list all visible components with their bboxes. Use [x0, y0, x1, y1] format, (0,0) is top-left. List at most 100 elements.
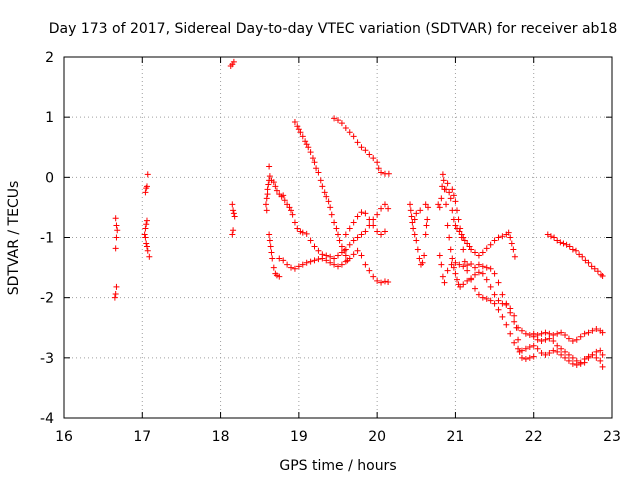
series-track-19.6	[342, 209, 388, 238]
data-point	[550, 337, 557, 344]
data-point	[268, 249, 275, 256]
data-point	[547, 233, 554, 240]
data-point	[350, 219, 357, 226]
data-point	[319, 183, 326, 190]
data-point	[338, 120, 345, 127]
data-point	[335, 252, 341, 259]
data-point	[276, 273, 283, 280]
data-point	[472, 249, 478, 256]
data-point	[522, 345, 529, 352]
data-point	[229, 231, 236, 238]
data-point	[530, 353, 537, 360]
data-point	[487, 283, 494, 290]
data-point	[358, 231, 365, 238]
data-point	[446, 189, 453, 196]
data-point	[303, 230, 310, 237]
data-point	[573, 362, 580, 369]
data-point	[331, 255, 338, 262]
data-point	[508, 240, 515, 247]
data-point	[542, 351, 549, 358]
data-point	[381, 201, 388, 208]
data-point	[438, 261, 445, 268]
data-point	[335, 117, 341, 124]
data-point	[317, 177, 324, 184]
data-point	[321, 189, 328, 196]
data-point	[378, 169, 385, 176]
data-point	[453, 207, 460, 214]
data-point	[491, 300, 498, 307]
y-tick-label: -3	[40, 351, 54, 367]
data-point	[335, 231, 341, 238]
data-point	[599, 273, 606, 280]
data-point	[452, 198, 459, 205]
data-point	[342, 124, 349, 131]
data-point	[267, 243, 274, 250]
data-point	[331, 261, 338, 268]
data-point	[511, 312, 518, 319]
data-point	[333, 225, 340, 232]
data-point	[358, 209, 365, 216]
data-point	[141, 231, 148, 238]
data-point	[468, 246, 475, 253]
data-point	[281, 197, 288, 204]
data-point	[378, 231, 385, 238]
data-point	[534, 345, 541, 352]
data-point	[143, 240, 150, 247]
data-point	[599, 351, 606, 358]
data-point	[507, 234, 514, 241]
data-point	[265, 181, 272, 188]
data-point	[585, 353, 592, 360]
data-point	[579, 253, 586, 260]
data-point	[443, 186, 450, 193]
data-point	[416, 255, 423, 262]
data-point	[576, 251, 583, 258]
data-point	[585, 259, 592, 266]
data-point	[344, 257, 351, 264]
data-point	[597, 347, 604, 354]
data-point	[311, 257, 318, 264]
data-point	[327, 204, 334, 211]
data-point	[460, 246, 467, 253]
data-point	[591, 265, 598, 272]
data-point	[113, 283, 120, 290]
data-point	[407, 201, 414, 208]
data-point	[309, 155, 316, 162]
data-point	[599, 363, 606, 370]
data-point	[464, 262, 471, 269]
data-point	[526, 331, 533, 338]
data-point	[111, 294, 118, 301]
data-point	[311, 243, 318, 250]
y-tick-label: -2	[40, 291, 54, 307]
data-point	[452, 270, 459, 277]
data-point	[562, 331, 569, 338]
series-track-18.7	[268, 177, 392, 262]
data-point	[354, 139, 361, 146]
data-point	[272, 183, 279, 190]
data-point	[526, 354, 533, 361]
data-point	[507, 309, 514, 316]
data-point	[588, 263, 595, 270]
data-point	[554, 330, 561, 337]
data-point	[423, 222, 430, 229]
data-point	[284, 201, 291, 208]
data-point	[487, 297, 494, 304]
data-point	[577, 359, 584, 366]
data-point	[325, 198, 332, 205]
data-point	[503, 300, 510, 307]
data-point	[491, 237, 498, 244]
data-point	[289, 211, 296, 218]
data-point	[461, 237, 468, 244]
data-point	[450, 264, 457, 271]
x-tick-label: 17	[133, 429, 151, 445]
data-point	[230, 58, 237, 65]
data-point	[511, 339, 518, 346]
data-point	[487, 241, 494, 248]
data-point	[558, 329, 565, 336]
data-point	[331, 219, 338, 226]
x-tick-label: 16	[55, 429, 73, 445]
y-tick-label: 0	[45, 170, 54, 186]
data-point	[113, 234, 120, 241]
data-point	[441, 279, 448, 286]
data-point	[291, 265, 298, 272]
data-point	[366, 216, 373, 223]
